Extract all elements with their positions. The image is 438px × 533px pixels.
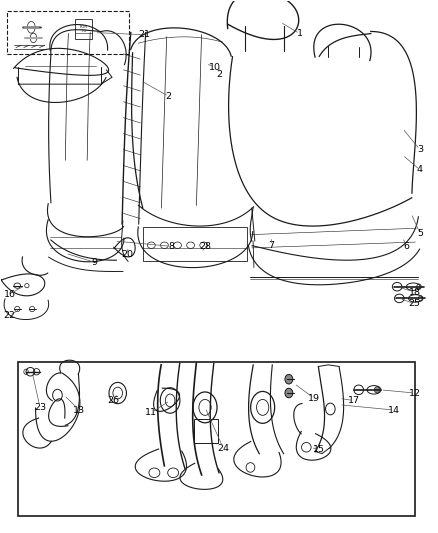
Text: 6: 6 bbox=[404, 242, 410, 251]
Text: 12: 12 bbox=[409, 389, 420, 398]
Bar bbox=[143, 227, 247, 261]
Ellipse shape bbox=[285, 374, 293, 384]
Text: 25: 25 bbox=[409, 299, 420, 308]
Text: 17: 17 bbox=[347, 396, 360, 405]
Bar bbox=[18, 362, 416, 516]
Text: 15: 15 bbox=[314, 446, 325, 455]
Ellipse shape bbox=[374, 386, 380, 393]
Text: 20: 20 bbox=[121, 251, 133, 260]
Text: 26: 26 bbox=[107, 396, 119, 405]
Text: 10: 10 bbox=[208, 63, 221, 71]
Bar bbox=[7, 11, 130, 54]
Text: 14: 14 bbox=[388, 406, 399, 415]
Text: 24: 24 bbox=[217, 444, 230, 453]
Bar bbox=[75, 19, 92, 39]
Text: 2: 2 bbox=[216, 70, 222, 78]
Text: 4: 4 bbox=[417, 165, 423, 174]
Text: 19: 19 bbox=[308, 394, 320, 403]
Text: 3: 3 bbox=[417, 145, 423, 154]
Text: 13: 13 bbox=[73, 406, 85, 415]
Text: 18: 18 bbox=[409, 287, 420, 296]
Text: 5: 5 bbox=[417, 229, 423, 238]
Text: 21: 21 bbox=[139, 30, 151, 39]
Text: 2: 2 bbox=[166, 92, 172, 101]
Text: 11: 11 bbox=[145, 408, 157, 417]
Text: 8: 8 bbox=[168, 242, 174, 251]
Bar bbox=[194, 419, 218, 443]
Text: 16: 16 bbox=[4, 289, 15, 298]
Text: 22: 22 bbox=[4, 311, 15, 320]
Text: 7: 7 bbox=[268, 241, 274, 250]
Text: 23: 23 bbox=[34, 403, 46, 412]
Ellipse shape bbox=[285, 388, 293, 398]
Text: 1: 1 bbox=[297, 29, 303, 38]
Text: FOR
TO: FOR TO bbox=[80, 25, 88, 33]
Text: 28: 28 bbox=[199, 242, 211, 251]
Text: 9: 9 bbox=[92, 258, 98, 266]
